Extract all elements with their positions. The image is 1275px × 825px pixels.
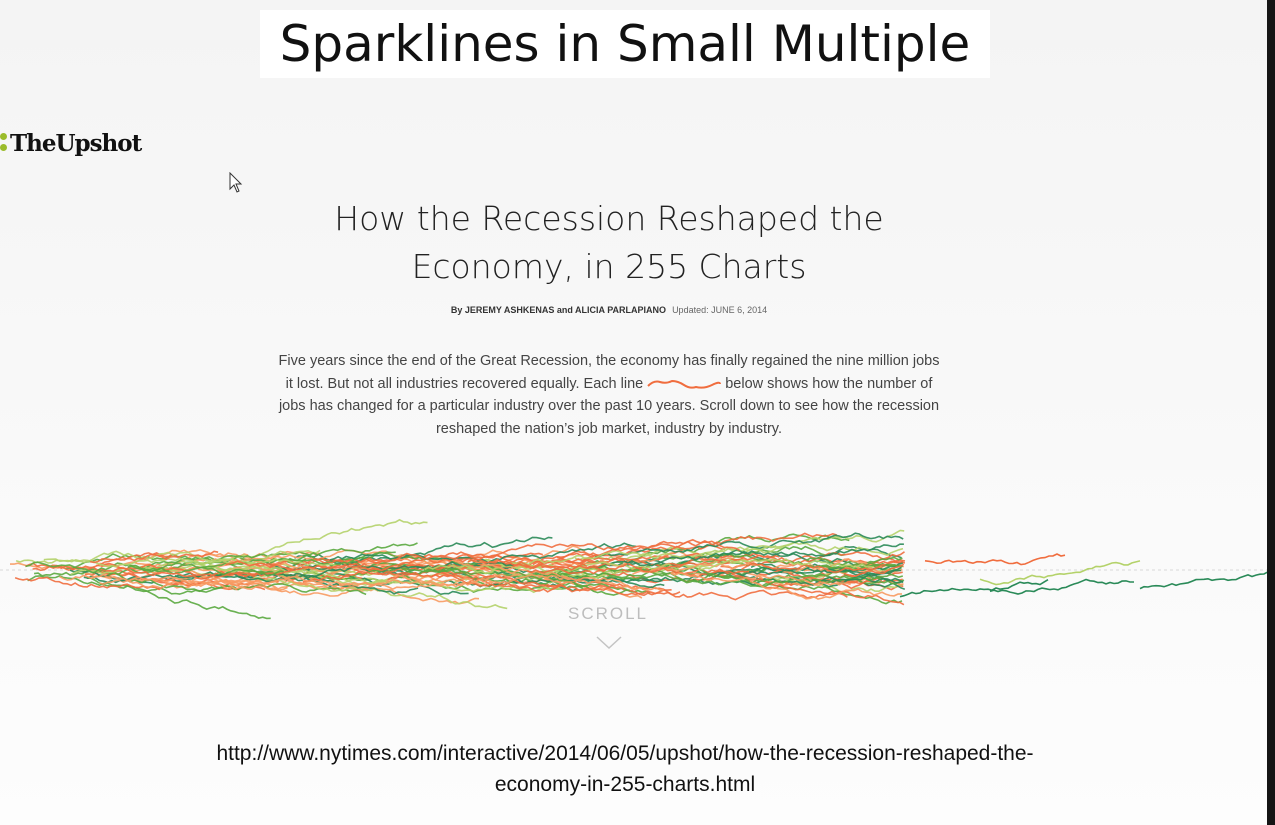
brand-dots-icon — [0, 131, 7, 155]
slide-title: Sparklines in Small Multiple — [260, 10, 990, 78]
industry-sparkline — [697, 558, 874, 571]
industry-sparkline — [632, 558, 881, 576]
industry-sparkline — [899, 579, 1049, 598]
industry-sparkline — [843, 563, 905, 578]
scroll-label[interactable]: SCROLL — [567, 604, 649, 623]
headline-line-1: How the Recession Reshaped the — [334, 199, 884, 238]
industry-sparkline — [979, 560, 1141, 586]
industry-sparkline — [127, 562, 284, 577]
intro-line-2b: below shows how the number of — [725, 375, 933, 392]
byline-authors[interactable]: By JEREMY ASHKENAS and ALICIA PARLAPIANO — [450, 305, 667, 315]
brand-name: TheUpshot — [10, 129, 142, 157]
intro-line-2: it lost. But not all industries recovere… — [228, 373, 990, 396]
industry-sparkline — [623, 543, 904, 567]
intro-line-3: jobs has changed for a particular indust… — [278, 398, 940, 414]
headline-line-2: Economy, in 255 Charts — [411, 247, 807, 286]
industry-sparkline — [284, 542, 637, 579]
intro-line-2a: it lost. But not all industries recovere… — [285, 375, 644, 392]
industry-sparkline — [527, 554, 780, 574]
industry-sparkline — [86, 577, 271, 620]
source-url[interactable]: http://www.nytimes.com/interactive/2014/… — [130, 738, 1120, 800]
article-byline: By JEREMY ASHKENAS and ALICIA PARLAPIANO… — [259, 305, 959, 315]
industry-sparklines[interactable] — [0, 470, 1275, 700]
industry-sparkline — [387, 571, 672, 596]
intro-line-1: Five years since the end of the Great Re… — [278, 353, 940, 369]
industry-sparkline — [391, 556, 645, 591]
industry-sparkline — [329, 553, 515, 567]
intro-line-4: reshaped the nation’s job market, indust… — [435, 420, 783, 437]
industry-sparkline — [627, 566, 881, 584]
industry-sparkline — [25, 562, 258, 578]
industry-sparkline — [989, 578, 1134, 595]
mouse-cursor-icon — [229, 172, 243, 193]
industry-sparkline — [59, 573, 288, 591]
url-line-2: economy-in-255-charts.html — [494, 773, 756, 796]
chevron-down-icon[interactable] — [596, 636, 622, 650]
industry-sparkline — [143, 518, 428, 571]
industry-sparkline — [100, 562, 294, 580]
industry-sparkline — [588, 532, 838, 559]
url-line-1: http://www.nytimes.com/interactive/2014/… — [216, 742, 1034, 765]
industry-sparkline — [467, 540, 741, 563]
industry-sparkline — [821, 566, 902, 582]
intro-paragraph: Five years since the end of the Great Re… — [228, 350, 990, 440]
industry-sparkline — [595, 532, 904, 558]
article-headline: How the Recession Reshaped the Economy, … — [259, 195, 959, 291]
industry-sparkline — [741, 562, 886, 574]
industry-sparkline — [670, 572, 851, 586]
industry-sparkline — [25, 542, 418, 575]
industry-sparkline — [924, 553, 1066, 566]
industry-sparkline — [333, 558, 651, 595]
industry-sparkline — [395, 573, 664, 591]
industry-sparkline — [769, 565, 903, 584]
industry-sparkline — [818, 562, 903, 569]
industry-sparkline — [124, 575, 493, 590]
industry-sparkline — [749, 580, 903, 600]
industry-sparkline — [374, 552, 588, 570]
example-sparkline-icon — [647, 379, 722, 389]
industry-sparkline — [225, 557, 606, 575]
industry-sparkline — [89, 550, 219, 564]
industry-sparkline — [1139, 571, 1269, 590]
industry-sparkline — [213, 578, 383, 597]
byline-updated: Updated: JUNE 6, 2014 — [672, 305, 768, 315]
window-edge — [1267, 0, 1275, 825]
upshot-logo[interactable]: TheUpshot — [0, 128, 142, 158]
